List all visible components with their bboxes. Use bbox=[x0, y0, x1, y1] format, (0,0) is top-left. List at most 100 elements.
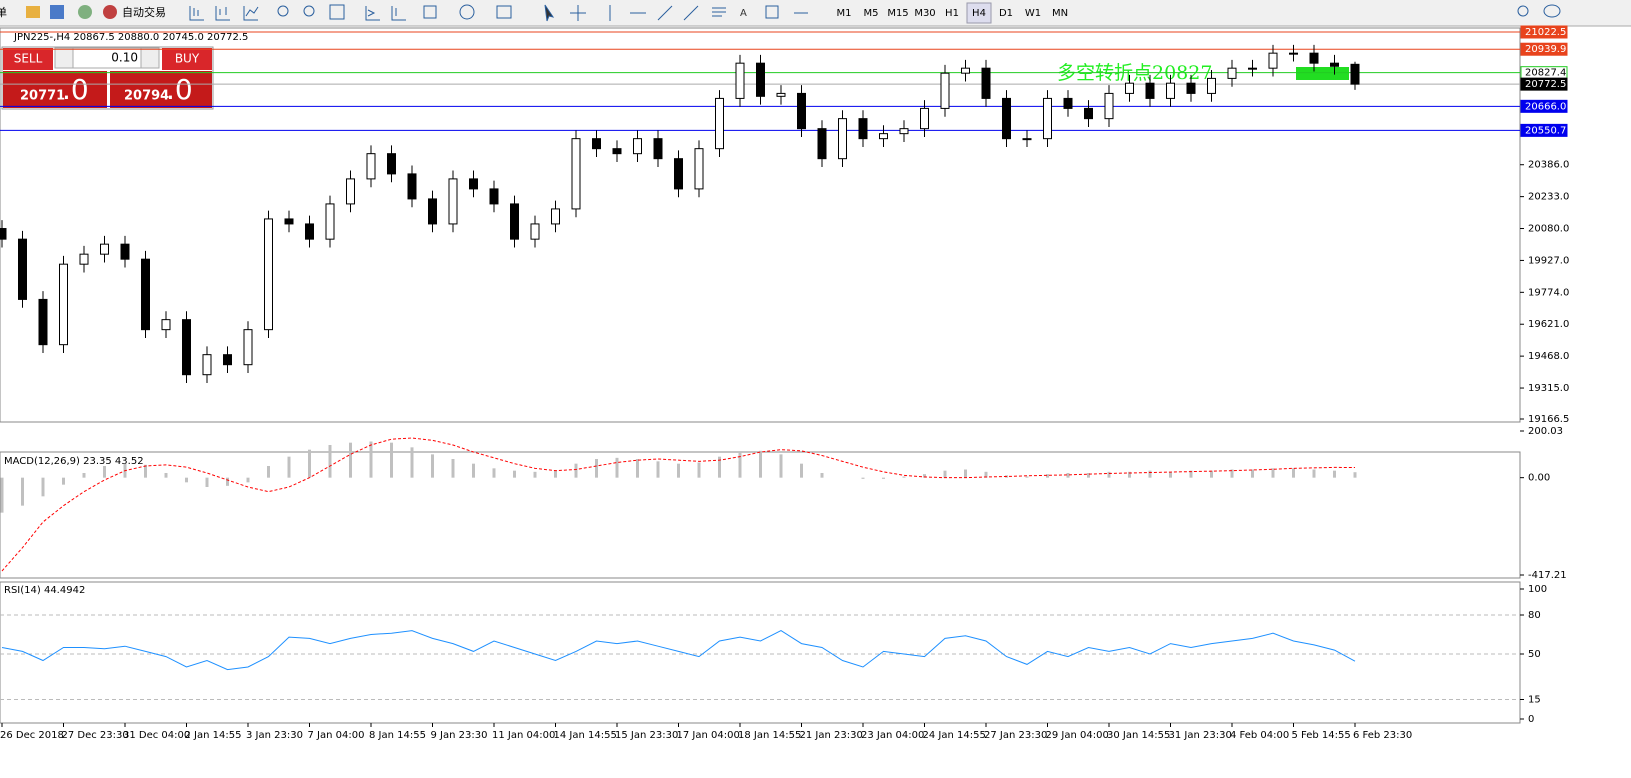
x-tick-label: 30 Jan 14:55 bbox=[1107, 730, 1170, 741]
timeframe-button[interactable]: W1 bbox=[1025, 8, 1041, 19]
tile-icon[interactable] bbox=[329, 4, 345, 20]
tool-icon[interactable] bbox=[26, 6, 40, 18]
buy-label[interactable]: BUY bbox=[175, 52, 200, 66]
cursor-icon[interactable] bbox=[544, 4, 555, 22]
volume-up[interactable] bbox=[140, 47, 160, 69]
x-tick-label: 14 Jan 14:55 bbox=[554, 730, 617, 741]
x-tick-label: 27 Jan 23:30 bbox=[984, 730, 1047, 741]
candle-body bbox=[120, 243, 130, 260]
tool-icon[interactable] bbox=[78, 5, 92, 19]
x-tick-label: 29 Jan 04:00 bbox=[1046, 730, 1109, 741]
candle-body bbox=[551, 208, 560, 225]
candle-body bbox=[776, 92, 786, 97]
candle-body bbox=[530, 223, 540, 240]
candle-body bbox=[1268, 52, 1278, 69]
candle-body bbox=[1125, 82, 1134, 94]
text-tool-icon[interactable]: A bbox=[740, 8, 747, 19]
candle-body bbox=[182, 319, 191, 376]
candle-body bbox=[243, 329, 253, 366]
timeframe-bar: M1 M5 M15 M30 H1 H4 D1 W1 MN bbox=[837, 2, 1068, 24]
x-tick-label: 26 Dec 2018 bbox=[0, 730, 64, 741]
x-tick-label: 31 Dec 04:00 bbox=[123, 730, 190, 741]
y-tick-label: 50 bbox=[1528, 649, 1541, 660]
templates-icon[interactable] bbox=[496, 5, 512, 19]
price-label-box bbox=[1520, 77, 1568, 91]
sell-button[interactable] bbox=[3, 48, 53, 70]
price-label: 21022.5 bbox=[1525, 27, 1566, 38]
candle-body bbox=[879, 133, 888, 140]
y-tick-label: -417.21 bbox=[1528, 570, 1567, 581]
price-label: 20827.4 bbox=[1525, 68, 1566, 79]
candle-body bbox=[161, 319, 171, 331]
sell-label[interactable]: SELL bbox=[14, 52, 43, 66]
candle-icon[interactable] bbox=[215, 6, 230, 21]
y-tick-label: 20386.0 bbox=[1528, 160, 1569, 171]
timeframe-button[interactable]: D1 bbox=[999, 8, 1013, 19]
buy-price-fraction[interactable]: .0 bbox=[166, 73, 193, 106]
x-tick-label: 18 Jan 14:55 bbox=[738, 730, 801, 741]
volume-value[interactable]: 0.10 bbox=[111, 51, 138, 65]
y-tick-label: 15 bbox=[1528, 695, 1541, 706]
x-tick-label: 17 Jan 04:00 bbox=[677, 730, 740, 741]
candle-body bbox=[284, 218, 294, 225]
timeframe-button[interactable]: H1 bbox=[945, 8, 959, 19]
timeframe-button[interactable]: M5 bbox=[864, 8, 879, 19]
candle-body bbox=[469, 178, 478, 190]
candle-body bbox=[940, 72, 950, 109]
zoom-out[interactable] bbox=[303, 5, 315, 17]
volume-down[interactable] bbox=[54, 47, 74, 69]
timeframe-button[interactable]: M15 bbox=[887, 8, 908, 19]
candle-body bbox=[817, 128, 827, 160]
drawing-tools[interactable] bbox=[609, 5, 726, 21]
bar-chart-icon[interactable] bbox=[189, 6, 204, 21]
rsi-line bbox=[1, 630, 1356, 671]
autoscroll-icon[interactable] bbox=[365, 6, 380, 21]
label-tool-icon[interactable] bbox=[765, 5, 779, 19]
candle-body bbox=[961, 67, 970, 74]
buy-price[interactable]: 20794 bbox=[124, 89, 169, 104]
candle-body bbox=[1248, 67, 1257, 70]
candle-body bbox=[981, 67, 991, 99]
candle-body bbox=[1289, 52, 1298, 55]
y-tick-label: 0.00 bbox=[1528, 473, 1550, 484]
trade-panel: SELL 0.10 BUY 20771 .0 20794 .0 bbox=[1, 46, 214, 110]
timeframe-button[interactable]: H4 bbox=[972, 8, 986, 19]
sell-price[interactable]: 20771 bbox=[20, 89, 65, 104]
periods-icon[interactable] bbox=[459, 4, 475, 20]
line-chart-icon[interactable] bbox=[243, 6, 259, 21]
price-label-box bbox=[1520, 42, 1568, 56]
auto-trade-button[interactable]: 自动交易 bbox=[122, 5, 166, 19]
x-tick-label: 4 Feb 04:00 bbox=[1230, 730, 1289, 741]
indicators-icon[interactable] bbox=[423, 5, 437, 19]
timeframe-button[interactable]: M1 bbox=[837, 8, 852, 19]
x-tick-label: 2 Jan 14:55 bbox=[185, 730, 242, 741]
candle-body bbox=[1309, 52, 1319, 64]
buy-price-box[interactable] bbox=[110, 71, 212, 108]
y-tick-label: 19166.5 bbox=[1528, 414, 1569, 425]
y-tick-label: 19468.0 bbox=[1528, 351, 1569, 362]
candle-body bbox=[325, 203, 335, 240]
candle-body bbox=[858, 118, 868, 140]
sell-price-fraction[interactable]: .0 bbox=[62, 73, 89, 106]
rsi-title: RSI(14) 44.4942 bbox=[4, 585, 85, 596]
sell-price-box[interactable] bbox=[3, 71, 107, 108]
shift-icon[interactable] bbox=[391, 6, 406, 21]
chat-icon[interactable] bbox=[1543, 4, 1561, 18]
candle-body bbox=[592, 138, 601, 150]
timeframe-button[interactable]: M30 bbox=[914, 8, 935, 19]
chart-header: JPN225-,H4 20867.5 20880.0 20745.0 20772… bbox=[13, 32, 248, 43]
candle-body bbox=[1104, 92, 1114, 120]
candle-body bbox=[202, 354, 212, 376]
tool-icon[interactable] bbox=[50, 5, 64, 19]
search-icon[interactable] bbox=[1517, 5, 1529, 17]
macd-title: MACD(12,26,9) 23.35 43.52 bbox=[4, 456, 144, 467]
auto-trade-icon[interactable] bbox=[103, 5, 117, 19]
crosshair-icon[interactable] bbox=[570, 5, 586, 21]
candle-body bbox=[694, 148, 704, 190]
buy-button[interactable] bbox=[162, 48, 212, 70]
drawn-rectangle[interactable] bbox=[1296, 67, 1349, 80]
zoom-in[interactable] bbox=[277, 5, 289, 17]
candle-body bbox=[715, 97, 724, 150]
timeframe-button[interactable]: MN bbox=[1052, 8, 1068, 19]
y-tick-label: 200.03 bbox=[1528, 426, 1563, 437]
